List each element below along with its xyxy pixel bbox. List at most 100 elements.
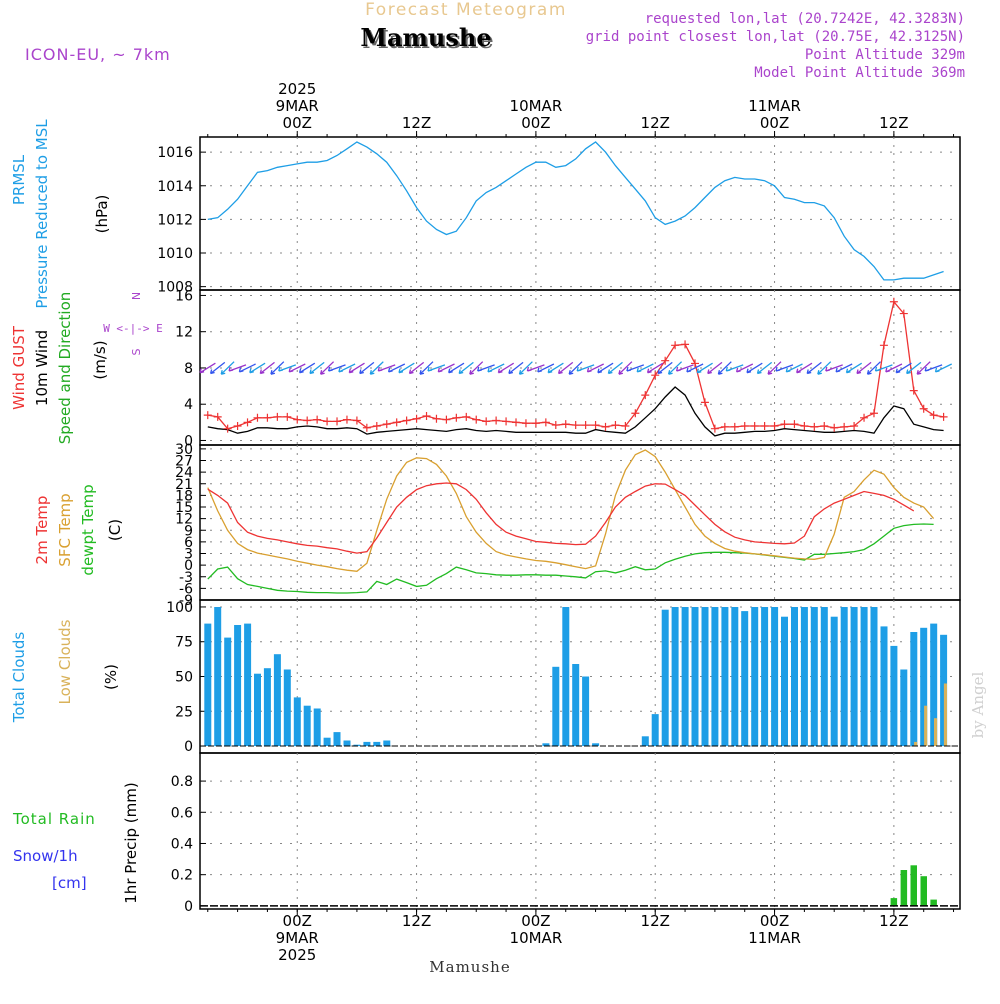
time-label: 10MAR: [510, 929, 563, 947]
total-cloud-bar: [582, 676, 590, 746]
direction-legend: Speed and Direction: [56, 292, 74, 445]
snow-unit: [cm]: [52, 874, 87, 892]
wind-direction-arrow: [448, 362, 465, 374]
total-cloud-bar: [303, 705, 311, 746]
time-label: 12Z: [879, 912, 908, 930]
gust-point: [203, 411, 212, 420]
y-tick-label: 0.6: [171, 805, 193, 821]
y-tick-label: 12: [175, 325, 193, 341]
y-tick-label: 12: [175, 512, 193, 528]
total-cloud-bar: [751, 607, 759, 747]
y-tick-label: -6: [179, 581, 193, 597]
gust-point: [333, 417, 342, 426]
time-label: 12Z: [641, 912, 670, 930]
y-tick-label: 9: [184, 523, 193, 539]
wind-direction-arrow: [537, 363, 555, 373]
wind-direction-arrow: [686, 363, 704, 373]
total-cloud-bar: [273, 654, 281, 746]
gust-point: [919, 404, 928, 413]
gust-point: [233, 421, 242, 430]
wind-direction-arrow: [547, 362, 564, 374]
total-cloud-bar: [224, 637, 232, 747]
total-cloud-bar: [244, 623, 252, 746]
y-tick-label: 50: [175, 670, 193, 686]
gust-point: [313, 415, 322, 424]
wind-direction-arrow: [934, 363, 952, 373]
model-name: ICON-EU, ~ 7km: [25, 45, 171, 64]
wind-direction-arrow: [725, 364, 744, 372]
total-cloud-bar: [761, 607, 769, 747]
temp2m-line: [207, 482, 915, 554]
model-altitude: Model Point Altitude 369m: [754, 65, 965, 81]
y-tick-label: 1014: [157, 179, 193, 195]
time-label: 9MAR: [276, 97, 319, 115]
y-tick-label: 18: [175, 488, 193, 504]
wind-direction-arrow: [856, 361, 872, 375]
gust-point: [571, 421, 580, 430]
gust-point: [422, 411, 431, 420]
low-cloud-bar: [924, 705, 928, 746]
rain-legend: Total Rain: [12, 810, 96, 828]
gust-point: [352, 416, 361, 425]
gust-point: [303, 416, 312, 425]
wind-direction-arrow: [866, 361, 881, 375]
wind-direction-arrow: [707, 361, 723, 375]
wind-direction-arrow: [309, 361, 325, 375]
wind-direction-arrow: [348, 362, 365, 374]
wind-direction-arrow: [209, 361, 226, 375]
time-label: 12Z: [402, 912, 431, 930]
gust-point: [800, 421, 809, 430]
precip-panel: 0 0.2 0.4 0.6 0.8: [171, 752, 961, 915]
dewpt-legend: dewpt Temp: [79, 484, 97, 575]
gust-point: [372, 421, 381, 430]
gust-point: [681, 340, 690, 349]
gust-point: [869, 409, 878, 418]
gust-point: [541, 418, 550, 427]
total-cloud-bar: [930, 623, 938, 746]
wind-direction-arrow: [568, 361, 583, 375]
wind-direction-arrow: [398, 362, 415, 374]
gust-point: [661, 356, 670, 365]
point-altitude: Point Altitude 329m: [805, 47, 965, 63]
y-tick-label: 0: [184, 433, 193, 449]
total-cloud-bar: [701, 607, 709, 747]
wind-direction-arrow: [408, 361, 425, 375]
wind-direction-arrow: [756, 361, 773, 375]
gust-point: [293, 415, 302, 424]
wind-line: [207, 386, 944, 437]
rain-bar: [890, 898, 898, 906]
gust-point: [502, 417, 511, 426]
precip-unit: 1hr Precip (mm): [122, 782, 140, 903]
gust-point: [671, 341, 680, 350]
snow-legend: Snow/1h: [13, 847, 78, 865]
gust-point: [263, 413, 272, 422]
y-tick-label: 3: [184, 547, 193, 563]
total-cloud-bar: [552, 666, 560, 747]
compass-south: S: [130, 348, 143, 355]
gust-point: [700, 398, 709, 407]
time-label: 11MAR: [748, 929, 801, 947]
wind-direction-arrow: [785, 363, 803, 373]
wind-direction-arrow: [228, 364, 247, 372]
wind-direction-arrow: [518, 361, 533, 375]
total-cloud-bar: [771, 607, 779, 747]
total-cloud-bar: [691, 607, 699, 747]
requested-coords: requested lon,lat (20.7242E, 42.3283N): [645, 11, 965, 27]
total-cloud-bar: [542, 743, 550, 747]
pressure-unit: (hPa): [93, 195, 111, 234]
gust-point: [581, 421, 590, 430]
wind-direction-arrow: [249, 362, 266, 374]
wind-panel: 0 4 8 12 16: [175, 288, 961, 449]
wind-direction-arrow: [746, 362, 763, 374]
total-cloud-bar: [214, 607, 222, 747]
low-cloud-bar: [943, 683, 947, 747]
total-cloud-bar: [313, 708, 321, 747]
wind-direction-arrow: [874, 364, 893, 372]
wind-direction-arrow: [845, 362, 863, 374]
wind-direction-arrow: [906, 361, 922, 375]
time-label: 00Z: [521, 912, 550, 930]
total-cloud-bar: [353, 744, 361, 747]
y-tick-label: 0.4: [171, 836, 193, 852]
